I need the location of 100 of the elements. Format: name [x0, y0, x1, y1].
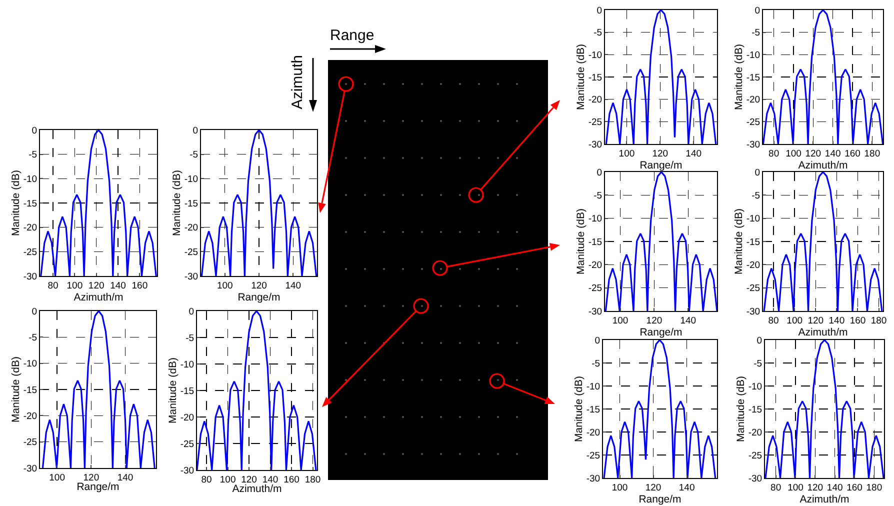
y-tick-label: -5 [754, 358, 762, 370]
y-tick-label: -15 [23, 198, 38, 210]
x-axis-title: Range/m [640, 326, 683, 338]
line-series [197, 311, 317, 470]
y-tick-label: -25 [588, 116, 602, 128]
y-tick-label: -25 [184, 246, 198, 258]
y-tick-label: -10 [23, 174, 38, 185]
x-tick-label: 160 [844, 148, 860, 160]
y-tick-label: -10 [23, 358, 38, 370]
y-tick-label: -10 [588, 50, 602, 61]
x-tick-label: 100 [788, 482, 804, 494]
x-axis-title: Azimuth/m [74, 291, 124, 304]
line-series [201, 130, 317, 276]
x-axis-title: Range/m [76, 481, 120, 493]
y-tick-label: -30 [746, 139, 760, 150]
y-tick-label: -30 [746, 306, 760, 318]
x-axis-title: Range/m [640, 159, 683, 172]
x-tick-label: 140 [826, 482, 843, 494]
y-tick-label: -25 [746, 283, 760, 294]
text: Range [330, 27, 374, 44]
line-series [763, 10, 883, 144]
y-axis-title: Manitude (dB) [575, 44, 588, 110]
y-tick-label: -30 [748, 473, 762, 484]
y-tick-label: -10 [746, 50, 760, 61]
y-tick-label: -20 [746, 94, 760, 106]
x-tick-label: 120 [807, 482, 824, 494]
x-tick-label: 140 [285, 280, 302, 292]
line-series [763, 172, 883, 311]
line-series [603, 340, 716, 478]
x-tick-label: 80 [768, 148, 780, 160]
y-tick-label: -30 [588, 306, 602, 318]
x-axis-title: Range/m [638, 493, 682, 506]
x-tick-label: 140 [680, 315, 696, 326]
x-axis-title: Azimuth/m [798, 159, 848, 172]
y-tick-label: -30 [23, 271, 38, 282]
y-tick-label: -20 [746, 260, 760, 271]
y-axis-title: Manitude (dB) [171, 170, 184, 236]
y-tick-label: -20 [184, 222, 198, 234]
y-tick-label: 0 [756, 335, 762, 346]
x-tick-label: 140 [262, 474, 278, 486]
y-tick-label: -20 [748, 427, 762, 438]
x-tick-label: 80 [201, 474, 212, 486]
line-series [40, 130, 157, 276]
x-axis-title: Azimuth/m [232, 483, 282, 495]
x-tick-label: 120 [808, 315, 824, 326]
y-tick-label: 0 [32, 125, 38, 136]
y-axis-title: Manitude (dB) [733, 44, 746, 110]
y-tick-label: -10 [746, 214, 760, 225]
y-tick-label: -5 [594, 190, 602, 202]
y-tick-label: 0 [192, 125, 198, 136]
y-tick-label: 0 [596, 167, 602, 178]
y-tick-label: -30 [23, 463, 38, 474]
y-tick-label: -25 [746, 116, 760, 128]
y-tick-label: -15 [23, 384, 38, 396]
y-tick-label: -10 [748, 381, 762, 392]
text: Azimuth [289, 55, 306, 110]
x-tick-label: 120 [652, 148, 668, 160]
y-tick-label: -15 [748, 404, 762, 416]
y-tick-label: 0 [754, 167, 760, 178]
y-tick-label: -15 [746, 72, 760, 84]
y-tick-label: -5 [28, 150, 38, 161]
y-tick-label: -30 [184, 271, 198, 282]
x-tick-label: 100 [618, 148, 635, 160]
y-tick-label: 0 [754, 5, 760, 16]
y-tick-label: 0 [594, 335, 600, 346]
y-tick-label: -30 [586, 473, 600, 484]
x-tick-label: 80 [768, 315, 779, 326]
x-tick-label: 160 [284, 474, 300, 486]
y-tick-label: -20 [588, 94, 602, 106]
y-axis-title: Manitude (dB) [10, 356, 22, 422]
y-tick-label: -15 [180, 386, 194, 397]
y-tick-label: -20 [23, 222, 38, 234]
y-tick-label: -25 [23, 437, 38, 448]
x-tick-label: 100 [612, 315, 628, 326]
y-tick-label: -10 [184, 174, 198, 185]
line-series [605, 172, 717, 311]
y-axis-title: Manitude (dB) [733, 208, 746, 274]
x-axis-title: Azimuth/m [800, 493, 850, 506]
x-tick-label: 120 [646, 315, 662, 326]
x-tick-label: 100 [66, 280, 83, 292]
y-tick-label: -30 [588, 139, 602, 150]
line-series [765, 340, 884, 478]
x-tick-label: 160 [846, 482, 862, 494]
x-tick-label: 180 [870, 315, 887, 326]
x-axis-title: Range/m [238, 291, 281, 304]
y-tick-label: -25 [748, 450, 762, 462]
x-axis-title: Azimuth/m [798, 326, 848, 338]
y-axis-title: Manitude (dB) [575, 208, 588, 274]
y-tick-label: -15 [586, 404, 600, 416]
x-tick-label: 120 [88, 280, 104, 292]
y-tick-label: -20 [586, 427, 600, 438]
y-tick-label: -25 [180, 438, 194, 450]
x-tick-label: 100 [786, 315, 803, 326]
x-tick-label: 140 [686, 148, 702, 160]
y-tick-label: -15 [588, 236, 602, 248]
y-tick-label: -10 [586, 381, 600, 392]
x-tick-label: 100 [216, 280, 233, 292]
x-tick-label: 160 [850, 315, 866, 326]
x-tick-label: 120 [241, 474, 257, 486]
y-tick-label: -15 [184, 198, 198, 210]
